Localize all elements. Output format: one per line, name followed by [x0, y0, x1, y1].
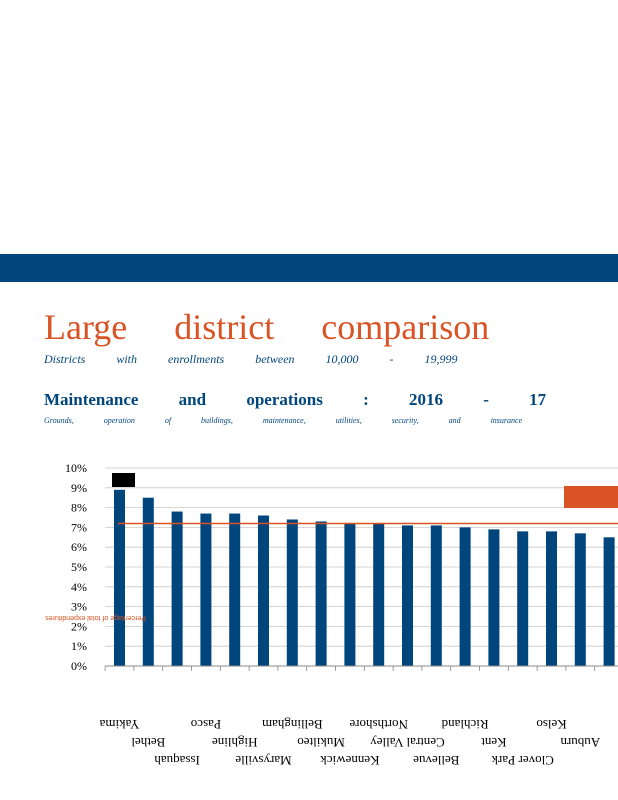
bar [344, 523, 356, 666]
header-band [0, 254, 618, 282]
y-tick-label: 1% [71, 639, 87, 653]
chart-bars [104, 489, 618, 671]
y-tick-label: 5% [71, 560, 87, 574]
x-tick-label: Issaquah [154, 753, 200, 768]
bar [459, 527, 471, 666]
y-tick-label: 8% [71, 501, 87, 515]
bar [114, 489, 125, 666]
y-tick-label: 0% [71, 659, 87, 673]
x-tick-label: Kent [481, 735, 507, 750]
bar [229, 513, 241, 666]
bar [517, 531, 529, 666]
bar [258, 515, 269, 666]
axis-note: Percentage of total expenditures [45, 614, 146, 621]
y-tick-label: 7% [71, 520, 87, 534]
x-tick-label: Marysville [235, 753, 292, 768]
y-tick-label: 4% [71, 580, 87, 594]
x-tick-label: Yakima [99, 717, 139, 732]
x-tick-label: Bethel [131, 735, 165, 750]
bar [402, 525, 413, 666]
x-tick-label: Highline [212, 735, 258, 750]
x-tick-label: Kelso [536, 717, 566, 732]
x-tick-label: Bellingham [262, 717, 323, 732]
x-tick-label: Central Valley [370, 735, 445, 750]
y-tick-label: 2% [71, 619, 87, 633]
bar [574, 533, 586, 666]
x-axis-labels: Yakima Bethel Issaquah Pasco Highline Marysvi… [99, 717, 600, 768]
chart-grid [105, 467, 618, 667]
legend-box [564, 486, 618, 508]
y-tick-label: 6% [71, 540, 87, 554]
bar [546, 531, 557, 666]
y-tick-label: 9% [71, 481, 87, 495]
x-tick-label: Pasco [191, 717, 221, 732]
bar [142, 497, 154, 666]
x-tick-label: Northshore [349, 717, 408, 732]
bar [488, 529, 500, 666]
bar [286, 519, 298, 666]
bar [200, 513, 212, 666]
section-title: Maintenance and operations : 2016 - 17 [44, 390, 547, 409]
y-tick-label: 3% [71, 600, 87, 614]
bar [430, 525, 442, 666]
bar-chart: 0% 1% 2% 3% 4% 5% 6% 7% 8% 9% 10% Yakima Bethel Issa… [45, 461, 618, 768]
x-tick-label: Kennewick [320, 753, 380, 768]
bar [171, 511, 183, 666]
bar [373, 523, 385, 666]
highlight-box [112, 473, 135, 487]
x-tick-label: Bellevue [413, 753, 459, 768]
x-tick-label: Richland [441, 717, 488, 732]
x-tick-label: Clover Park [491, 753, 554, 768]
y-tick-label: 10% [65, 461, 87, 475]
x-tick-label: Mukilteo [297, 735, 345, 750]
y-axis-ticks: 0% 1% 2% 3% 4% 5% 6% 7% 8% 9% 10% [65, 461, 87, 673]
page-title: Large district comparison [44, 307, 490, 347]
section-subtitle: Grounds, operation of buildings, mainten… [44, 416, 523, 425]
page-subtitle: Districts with enrollments between 10,00… [44, 352, 458, 366]
x-tick-label: Auburn [560, 735, 600, 750]
bar [315, 521, 327, 666]
bar [603, 537, 615, 666]
